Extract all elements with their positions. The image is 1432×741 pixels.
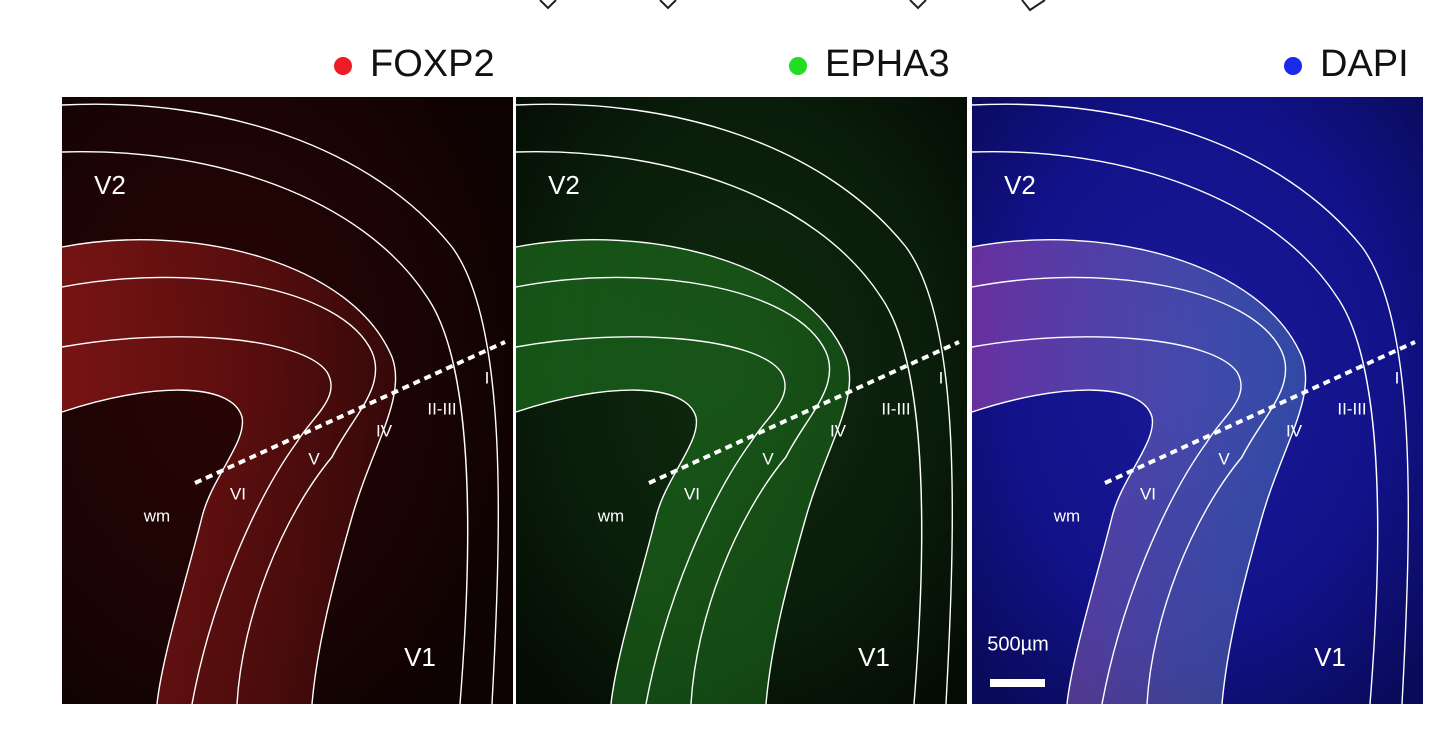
layer-label: IV: [376, 421, 393, 440]
layer-label: V: [1218, 449, 1230, 468]
layer-contour: [515, 276, 831, 705]
scale-bar: [990, 679, 1045, 687]
layer-contour: [971, 389, 1154, 705]
layer-label: VI: [1140, 484, 1156, 503]
layer-label: V1: [858, 642, 890, 672]
legend-dot: [789, 57, 807, 75]
image-panel: V2 wm VI V IV II-III I V1 500µm: [971, 97, 1423, 705]
layer-contour: [971, 276, 1287, 705]
layer-label: I: [939, 368, 944, 387]
image-panel: V2 wm VI V IV II-III I V1: [61, 97, 513, 705]
layer-contour: [515, 336, 786, 705]
layer-label: V2: [548, 170, 580, 200]
legend-label: FOXP2: [370, 43, 495, 85]
legend-label: EPHA3: [825, 43, 950, 85]
layer-label: wm: [143, 506, 170, 525]
image-panel: V2 wm VI V IV II-III I V1: [515, 97, 967, 705]
layer-label: V1: [1314, 642, 1346, 672]
layer-label: V2: [94, 170, 126, 200]
layer-contour: [61, 336, 332, 705]
layer-contour: [515, 239, 851, 705]
layer-label: I: [1395, 368, 1400, 387]
legend-dot: [334, 57, 352, 75]
layer-contour: [61, 389, 244, 705]
layer-label: V1: [404, 642, 436, 672]
layer-label: V: [762, 449, 774, 468]
legend-label: DAPI: [1320, 43, 1409, 85]
layer-label: II-III: [427, 399, 456, 418]
layer-label: II-III: [1337, 399, 1366, 418]
layer-contour: [61, 103, 499, 705]
layer-label: II-III: [881, 399, 910, 418]
layer-contour: [61, 239, 397, 705]
section-line: [194, 340, 506, 485]
layer-contour: [971, 103, 1409, 705]
layer-label: V: [308, 449, 320, 468]
section-line: [648, 340, 960, 485]
layer-contour: [971, 150, 1379, 705]
expression-band: [516, 239, 850, 705]
expression-band: [972, 239, 1306, 705]
section-line: [1104, 340, 1416, 485]
layer-label: IV: [830, 421, 847, 440]
layer-contour: [61, 150, 469, 705]
layer-label: V2: [1004, 170, 1036, 200]
layer-label: VI: [684, 484, 700, 503]
layer-label: wm: [597, 506, 624, 525]
layer-label: VI: [230, 484, 246, 503]
layer-contour: [515, 103, 953, 705]
layer-contour: [515, 389, 698, 705]
clipped-glyphs: [539, 0, 1046, 12]
layer-contour: [61, 276, 377, 705]
layer-label: I: [485, 368, 490, 387]
layer-contour: [971, 239, 1307, 705]
layer-contour: [515, 150, 923, 705]
layer-label: IV: [1286, 421, 1303, 440]
legend-dot: [1284, 57, 1302, 75]
layer-contour: [971, 336, 1242, 705]
scale-bar-label: 500µm: [987, 633, 1049, 655]
layer-label: wm: [1053, 506, 1080, 525]
expression-band: [62, 239, 396, 705]
